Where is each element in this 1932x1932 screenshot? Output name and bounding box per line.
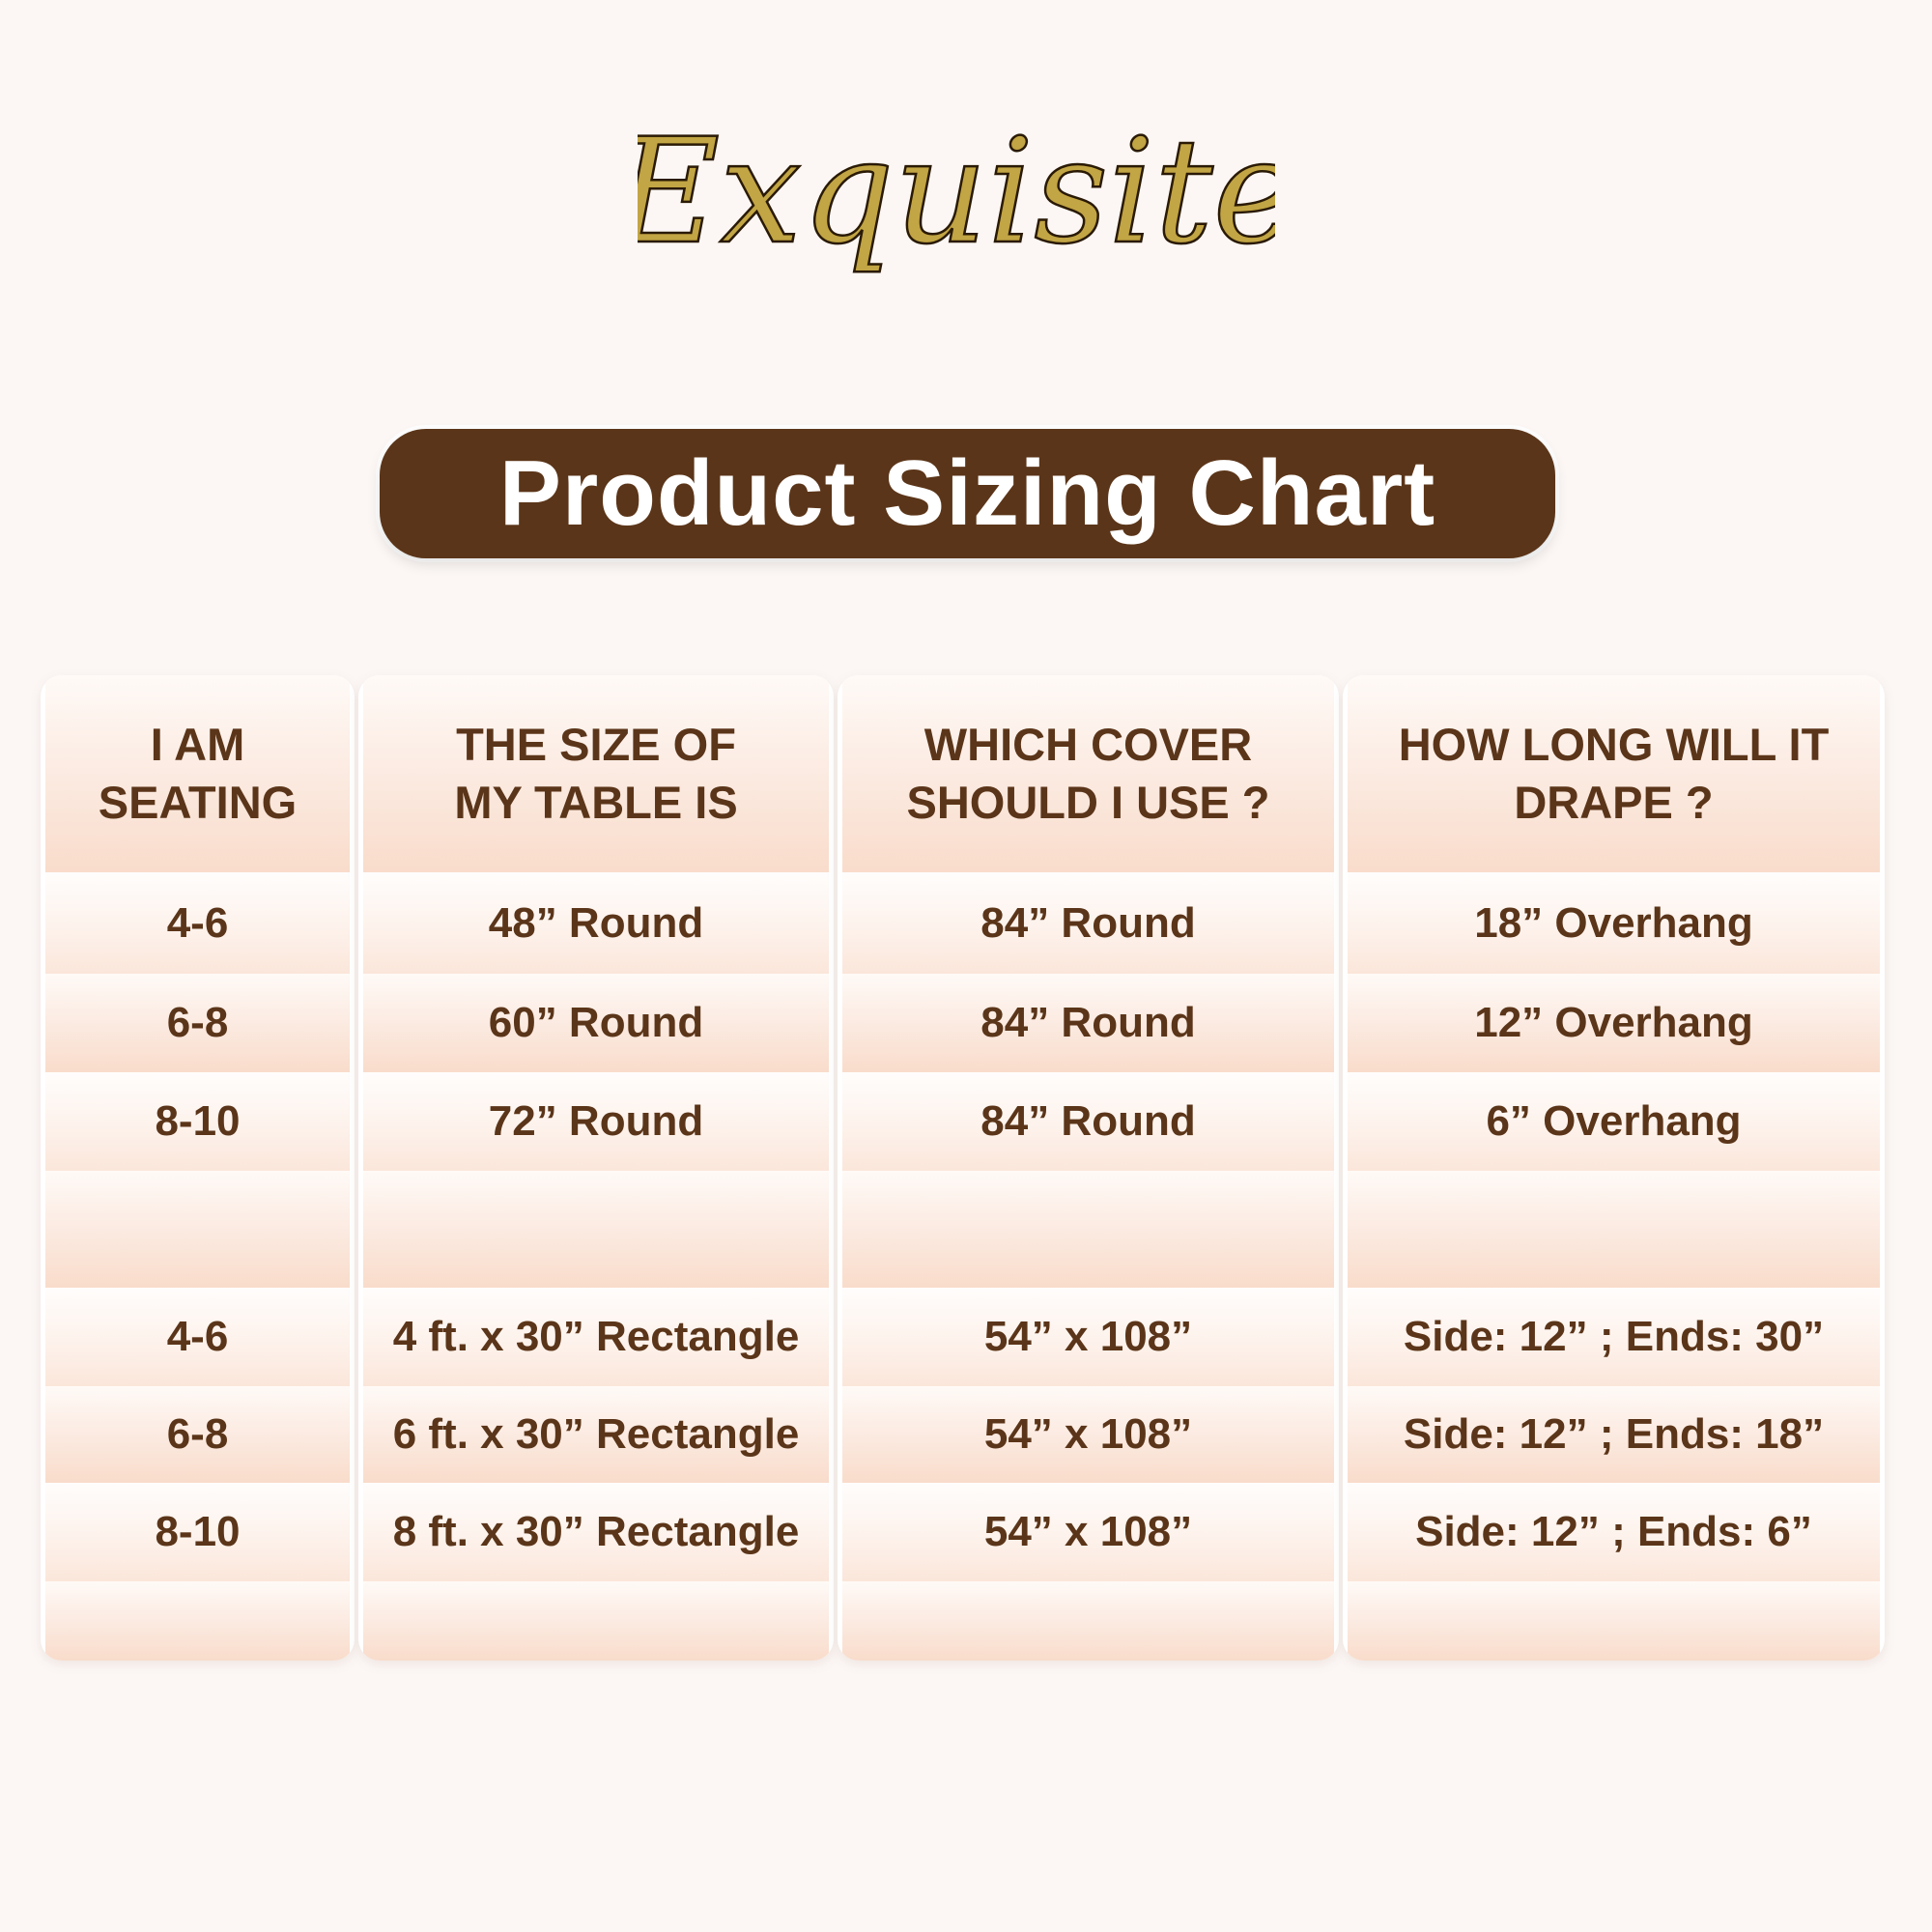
cell-cover: 54” x 108” (842, 1288, 1334, 1386)
cell-cover: 84” Round (842, 974, 1334, 1072)
cell-seating: 4-6 (45, 872, 350, 974)
column-seating: I AM SEATING 4-6 6-8 8-10 4-6 6-8 8-10 (41, 675, 355, 1661)
spacer-cell (842, 1581, 1334, 1661)
cell-table-size: 8 ft. x 30” Rectangle (363, 1483, 829, 1581)
cell-cover: 84” Round (842, 872, 1334, 974)
spacer-cell (45, 1581, 350, 1661)
spacer-cell (363, 1581, 829, 1661)
cell-seating: 4-6 (45, 1288, 350, 1386)
cell-drape: 18” Overhang (1348, 872, 1880, 974)
cell-seating: 6-8 (45, 974, 350, 1072)
spacer-cell (842, 1171, 1334, 1288)
column-cover: WHICH COVER SHOULD I USE ? 84” Round 84” R… (838, 675, 1339, 1661)
header-cover: WHICH COVER SHOULD I USE ? (842, 675, 1334, 872)
exquisite-logo: Exquisite (638, 107, 1275, 278)
spacer-cell (1348, 1581, 1880, 1661)
spacer-cell (363, 1171, 829, 1288)
header-drape: HOW LONG WILL IT DRAPE ? (1348, 675, 1880, 872)
cell-table-size: 4 ft. x 30” Rectangle (363, 1288, 829, 1386)
sizing-chart-banner: Product Sizing Chart (380, 429, 1555, 558)
column-table-size: THE SIZE OF MY TABLE IS 48” Round 60” Roun… (358, 675, 834, 1661)
spacer-cell (45, 1171, 350, 1288)
header-table-size: THE SIZE OF MY TABLE IS (363, 675, 829, 872)
column-drape: HOW LONG WILL IT DRAPE ? 18” Overhang 12” … (1343, 675, 1885, 1661)
cell-cover: 84” Round (842, 1072, 1334, 1171)
cell-cover: 54” x 108” (842, 1386, 1334, 1483)
cell-drape: 12” Overhang (1348, 974, 1880, 1072)
cell-table-size: 72” Round (363, 1072, 829, 1171)
cell-table-size: 6 ft. x 30” Rectangle (363, 1386, 829, 1483)
cell-drape: Side: 12” ; Ends: 6” (1348, 1483, 1880, 1581)
cell-drape: Side: 12” ; Ends: 18” (1348, 1386, 1880, 1483)
cell-table-size: 60” Round (363, 974, 829, 1072)
cell-seating: 8-10 (45, 1072, 350, 1171)
header-seating: I AM SEATING (45, 675, 350, 872)
cell-drape: 6” Overhang (1348, 1072, 1880, 1171)
cell-seating: 6-8 (45, 1386, 350, 1483)
cell-drape: Side: 12” ; Ends: 30” (1348, 1288, 1880, 1386)
banner-title: Product Sizing Chart (498, 441, 1436, 545)
svg-text:Exquisite: Exquisite (638, 108, 1275, 276)
cell-seating: 8-10 (45, 1483, 350, 1581)
cell-table-size: 48” Round (363, 872, 829, 974)
cell-cover: 54” x 108” (842, 1483, 1334, 1581)
spacer-cell (1348, 1171, 1880, 1288)
